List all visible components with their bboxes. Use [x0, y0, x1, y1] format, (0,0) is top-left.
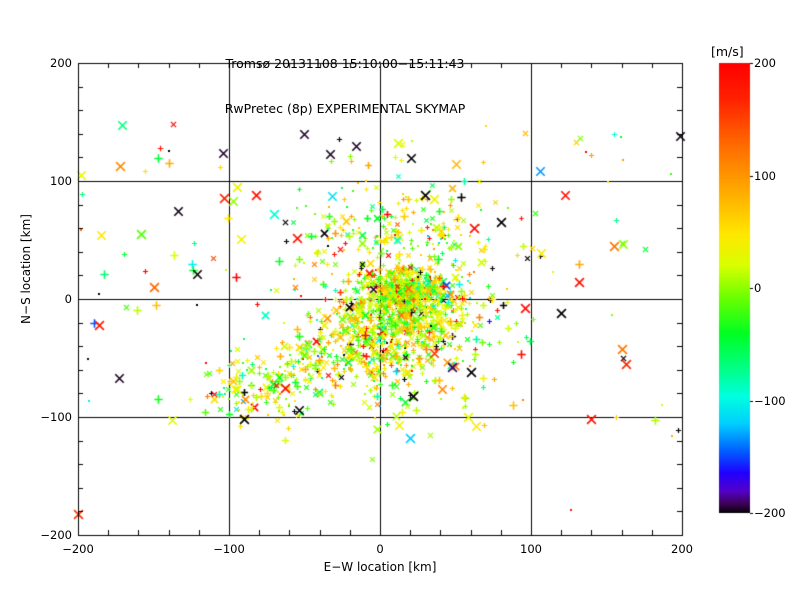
y-tick-label: 200 — [50, 56, 72, 70]
y-tick-label: 0 — [64, 292, 72, 306]
colorbar-tick-label: 100 — [754, 168, 776, 183]
x-tick-label: 100 — [520, 542, 542, 556]
colorbar-tick-label: 0 — [754, 281, 762, 295]
x-axis-label: E−W location [km] — [323, 560, 437, 574]
colorbar-tick-label: −100 — [754, 393, 786, 408]
colorbar-unit-label: [m/s] — [711, 44, 744, 59]
y-tick-label: −200 — [40, 528, 72, 542]
colorbar-tick-label: 200 — [754, 56, 776, 70]
y-axis-label: N−S location [km] — [19, 214, 33, 324]
x-tick-label: −100 — [213, 542, 245, 556]
x-tick-label: 0 — [376, 542, 384, 556]
x-tick-label: −200 — [62, 542, 94, 556]
y-tick-label: 100 — [50, 174, 72, 188]
y-tick-label: −100 — [40, 410, 72, 424]
x-tick-label: 200 — [671, 542, 693, 556]
colorbar-tick-label: −200 — [754, 506, 786, 520]
